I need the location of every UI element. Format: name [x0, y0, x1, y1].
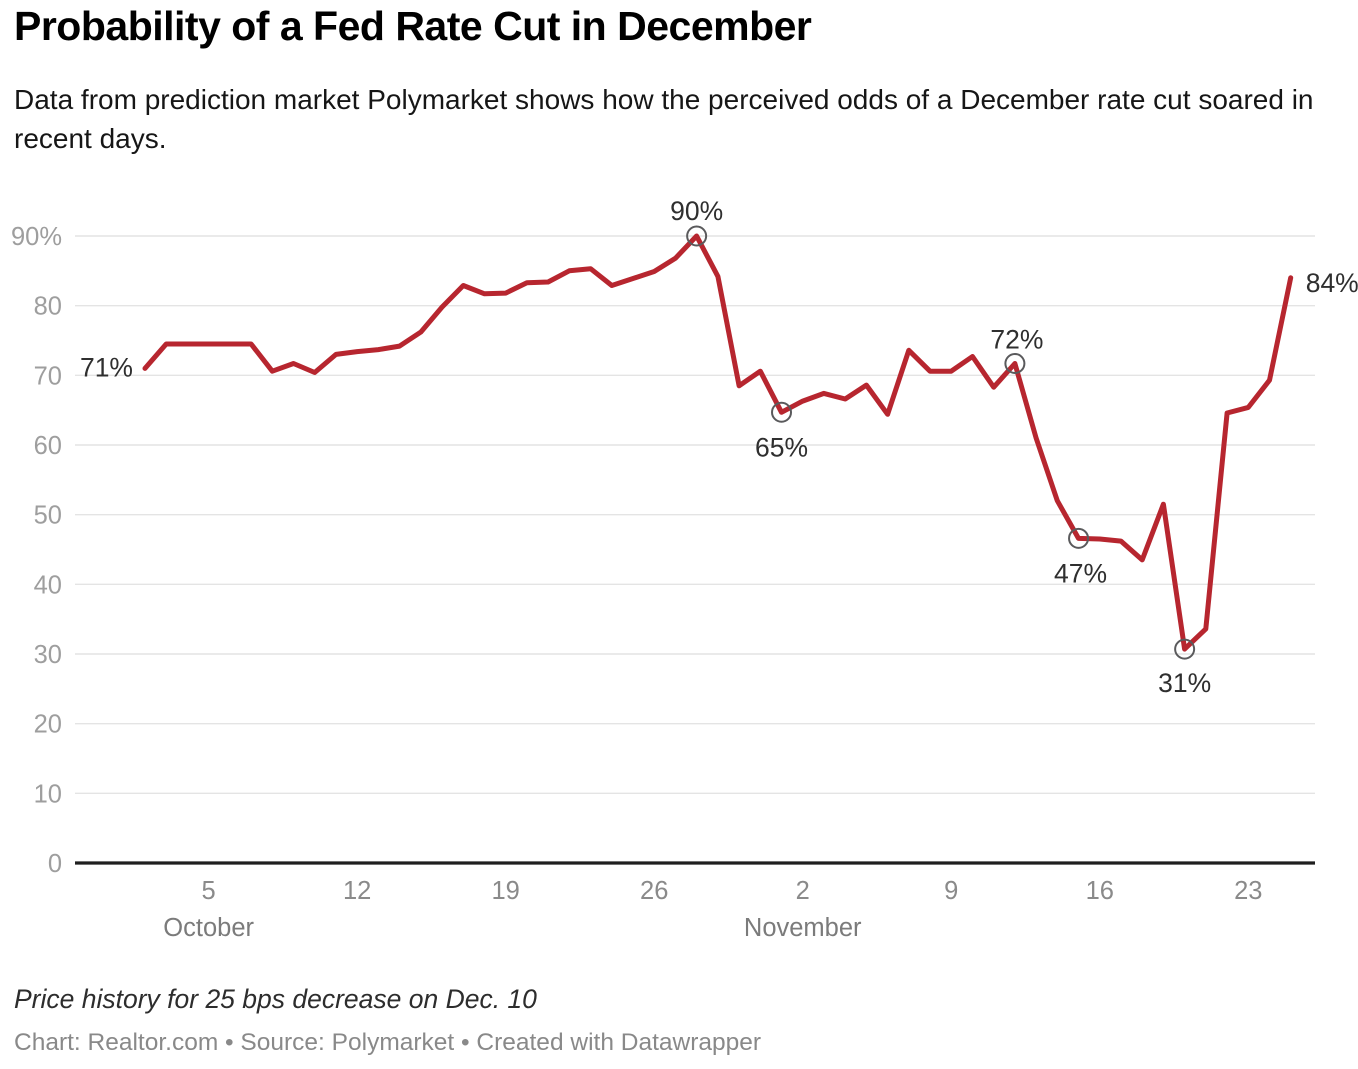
chart-title: Probability of a Fed Rate Cut in Decembe…: [14, 3, 812, 49]
y-tick-label: 80: [34, 293, 62, 321]
point-annotation: 31%: [1158, 668, 1211, 698]
x-tick-label: 19: [492, 877, 520, 905]
point-annotation: 65%: [755, 432, 808, 462]
chart-attribution: Chart: Realtor.com • Source: Polymarket …: [14, 1029, 762, 1056]
point-annotation: 84%: [1306, 268, 1358, 298]
probability-line: [142, 233, 1294, 652]
y-tick-label: 10: [34, 780, 62, 808]
y-tick-label: 30: [34, 641, 62, 669]
point-annotation: 71%: [80, 352, 133, 382]
chart-note: Price history for 25 bps decrease on Dec…: [14, 984, 537, 1014]
point-annotation: 47%: [1054, 558, 1107, 588]
y-tick-label: 0: [48, 850, 62, 878]
point-marker: [1068, 527, 1090, 549]
y-tick-label: 40: [34, 571, 62, 599]
point-annotation: 90%: [670, 196, 723, 226]
point-marker: [1004, 352, 1026, 374]
y-tick-label: 50: [34, 502, 62, 530]
x-tick-label: 9: [944, 877, 958, 905]
x-tick-label: 12: [343, 877, 371, 905]
month-label: November: [744, 914, 862, 942]
y-tick-label: 20: [34, 711, 62, 739]
x-tick-label: 23: [1234, 877, 1262, 905]
month-label: October: [163, 914, 254, 942]
y-tick-label: 70: [34, 362, 62, 390]
y-tick-label: 90%: [11, 223, 62, 251]
x-tick-label: 26: [640, 877, 668, 905]
chart-subtitle: Data from prediction market Polymarket s…: [14, 84, 1314, 155]
x-tick-label: 2: [796, 877, 810, 905]
y-tick-label: 60: [34, 432, 62, 460]
point-marker: [686, 225, 708, 247]
x-tick-label: 16: [1086, 877, 1114, 905]
x-tick-label: 5: [202, 877, 216, 905]
point-annotation: 72%: [990, 324, 1043, 354]
point-marker: [1174, 638, 1196, 660]
point-marker: [771, 401, 793, 423]
